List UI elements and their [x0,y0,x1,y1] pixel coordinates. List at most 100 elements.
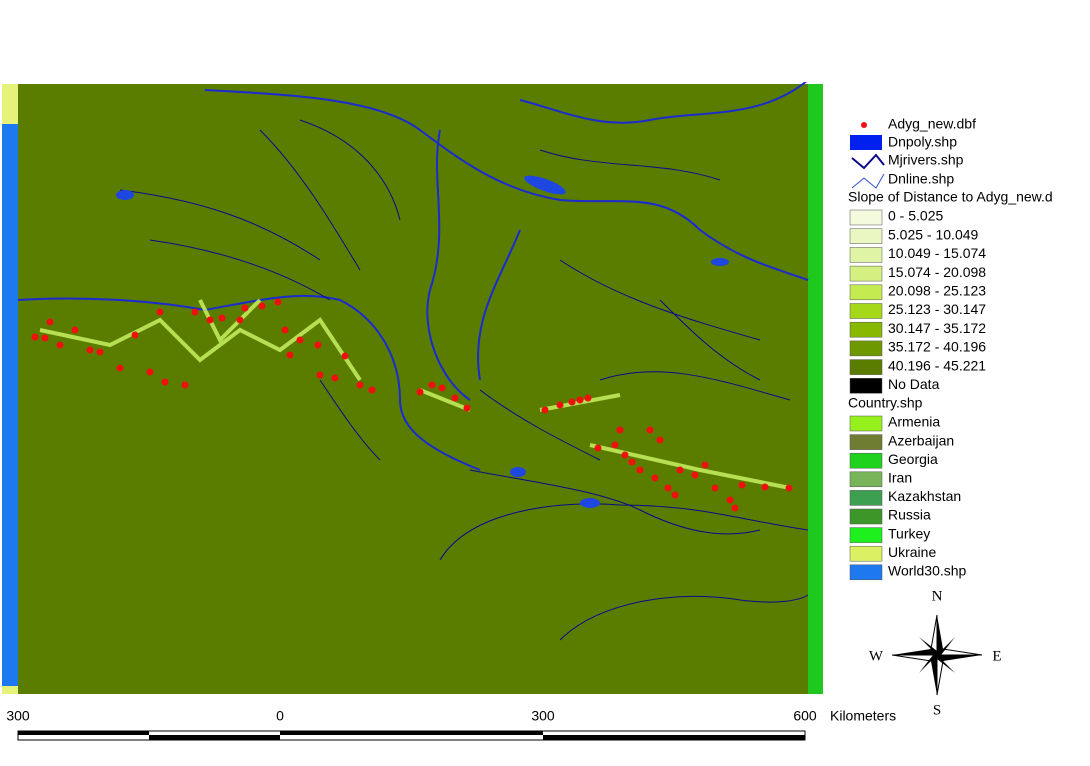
sample-point [181,381,189,389]
sample-point [206,316,214,324]
sample-point [584,394,592,402]
legend-label: Turkey [888,525,930,541]
legend-label: 20.098 - 25.123 [888,283,986,299]
sample-point [156,308,164,316]
legend-label: Ukraine [888,544,936,560]
slope-raster [18,84,808,694]
legend-swatch [849,545,883,562]
legend-label: 10.049 - 15.074 [888,245,986,261]
sample-point [428,381,436,389]
legend-swatch [849,378,883,394]
sample-point [96,348,104,356]
legend-swatch [849,434,883,450]
legend-label: Mjrivers.shp [888,152,964,168]
sample-point [56,341,64,349]
scale-bar: 300 0 300 600 Kilometers [6,708,896,741]
legend-swatch [849,508,883,525]
sample-point [463,404,471,412]
legend: Adyg_new.dbf Dnpoly.shp Mjrivers.shp Dnline… [848,116,1053,581]
sample-point [236,316,244,324]
sample-point [628,458,636,466]
georgia-strip [808,84,823,694]
legend-label: World30.shp [888,563,967,579]
sample-point [131,331,139,339]
sample-point [541,406,549,414]
sample-point [218,314,226,322]
sample-point [646,426,654,434]
legend-swatch [849,490,883,506]
sample-point [701,461,709,469]
sample-point [611,441,619,449]
map [0,78,1090,694]
legend-heading: Country.shp [848,395,923,411]
sample-point [316,371,324,379]
sample-point [116,364,124,372]
legend-swatch [849,209,883,226]
legend-label: 35.172 - 40.196 [888,339,986,355]
legend-label: 5.025 - 10.049 [888,226,979,242]
legend-label: No Data [888,376,940,392]
legend-swatch [849,527,883,543]
rivers [17,79,809,641]
legend-swatch [849,228,883,244]
sample-point [556,401,564,409]
legend-swatch [849,564,883,581]
sample-point [356,381,364,389]
sample-point [368,386,376,394]
sample-point [636,466,644,474]
sample-point [616,426,624,434]
compass-n: N [932,588,943,604]
sample-point [738,481,746,489]
sample-point [161,378,169,386]
sample-point [576,396,584,404]
slope-highlights [39,298,791,490]
legend-heading: Slope of Distance to Adyg_new.d [848,189,1053,205]
legend-label: Georgia [888,451,938,467]
compass: N S E W [869,588,1002,718]
sample-point [761,483,769,491]
sample-point [86,346,94,354]
scale-label: 300 [6,708,30,724]
legend-line-symbol [851,153,885,170]
legend-swatch [849,321,883,338]
sample-point [671,491,679,499]
legend-label: Russia [888,507,931,523]
sample-point [46,318,54,326]
legend-point-symbol [861,122,867,128]
sample-point [258,302,266,310]
legend-label: 0 - 5.025 [888,208,943,224]
sample-point [451,394,459,402]
legend-label: 25.123 - 30.147 [888,301,986,317]
legend-label: 40.196 - 45.221 [888,357,986,373]
sample-point [314,341,322,349]
sample-point [676,466,684,474]
sample-point [731,504,739,512]
scale-unit: Kilometers [830,708,896,724]
sample-point [656,436,664,444]
legend-swatch [849,359,883,375]
scale-label: 0 [276,708,284,724]
sample-point [664,484,672,492]
legend-swatch [849,265,883,282]
sample-point [416,388,424,396]
legend-swatch [849,415,883,432]
sample-point [241,304,249,312]
sample-point [296,336,304,344]
sea-strip [2,124,18,686]
sample-point [331,374,339,382]
compass-e: E [992,648,1001,664]
sample-point [274,298,282,306]
legend-label: Azerbaijan [888,432,954,448]
sample-point [711,484,719,492]
legend-swatch [849,303,883,319]
sample-point [41,334,49,342]
sample-point [621,451,629,459]
legend-swatch [849,340,883,357]
sample-point [281,326,289,334]
legend-label: Armenia [888,414,940,430]
sample-point [31,333,39,341]
legend-swatch [849,284,883,301]
legend-label: Adyg_new.dbf [888,116,976,132]
sample-point [341,352,349,360]
